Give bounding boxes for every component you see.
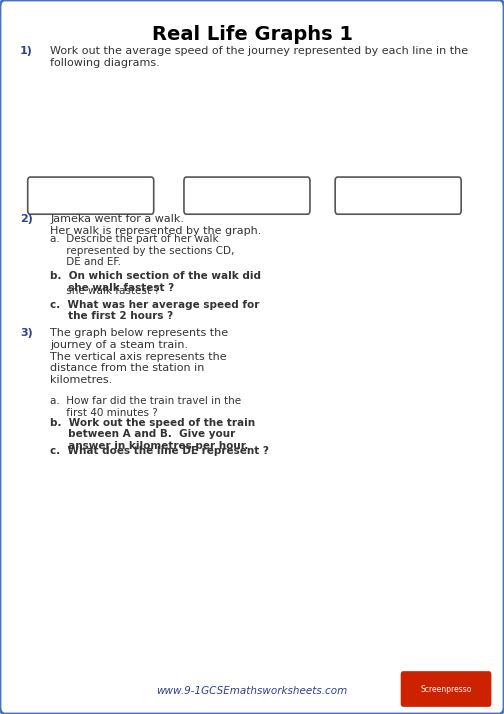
X-axis label: Time (hours): Time (hours) [62,194,119,203]
Y-axis label: Distance (km): Distance (km) [0,95,4,159]
Text: a.  Describe the part of her walk
     represented by the sections CD,
     DE a: a. Describe the part of her walk represe… [50,234,235,267]
Text: 1): 1) [20,46,33,56]
X-axis label: Journey time (minutes): Journey time (minutes) [279,590,392,600]
Text: she walk fastest ?: she walk fastest ? [50,286,160,296]
Text: C: C [362,220,369,230]
Y-axis label: Distance from
Home (km): Distance from Home (km) [207,238,226,301]
Text: b.  On which section of the walk did
     she walk fastest ?: b. On which section of the walk did she … [50,271,262,293]
Y-axis label: Distance (km): Distance (km) [161,441,170,509]
X-axis label: Time (hours): Time (hours) [332,344,394,354]
Text: b.  Work out the speed of the train
     between A and B.  Give your
     answer: b. Work out the speed of the train betwe… [50,418,256,451]
Text: E: E [392,259,398,269]
Text: D: D [367,403,375,413]
Text: A: A [233,323,240,333]
Text: 2): 2) [20,214,33,224]
Text: www.9-1GCSEmathsworksheets.com: www.9-1GCSEmathsworksheets.com [156,686,348,696]
Text: The graph below represents the
journey of a steam train.
The vertical axis repre: The graph below represents the journey o… [50,328,228,385]
Text: Real Life Graphs 1: Real Life Graphs 1 [152,25,352,44]
Y-axis label: Distance (m): Distance (m) [151,98,160,156]
Text: c.  What was her average speed for
     the first 2 hours ?: c. What was her average speed for the fi… [50,300,260,321]
Y-axis label: Distance (miles): Distance (miles) [308,90,317,164]
Text: Jameka went for a walk.
Her walk is represented by the graph.: Jameka went for a walk. Her walk is repr… [50,214,262,236]
X-axis label: Time (hours): Time (hours) [369,194,427,203]
Text: B: B [333,220,341,230]
X-axis label: Time (seconds): Time (seconds) [213,194,281,203]
Text: 3): 3) [20,328,33,338]
Text: D: D [376,276,384,286]
Text: F: F [478,323,485,333]
Text: Screenpresso: Screenpresso [420,685,472,693]
Text: Work out the average speed of the journey represented by each line in the
follow: Work out the average speed of the journe… [50,46,469,68]
Text: c.  What does the line DE represent ?: c. What does the line DE represent ? [50,446,269,456]
Text: a.  How far did the train travel in the
     first 40 minutes ?: a. How far did the train travel in the f… [50,396,241,418]
